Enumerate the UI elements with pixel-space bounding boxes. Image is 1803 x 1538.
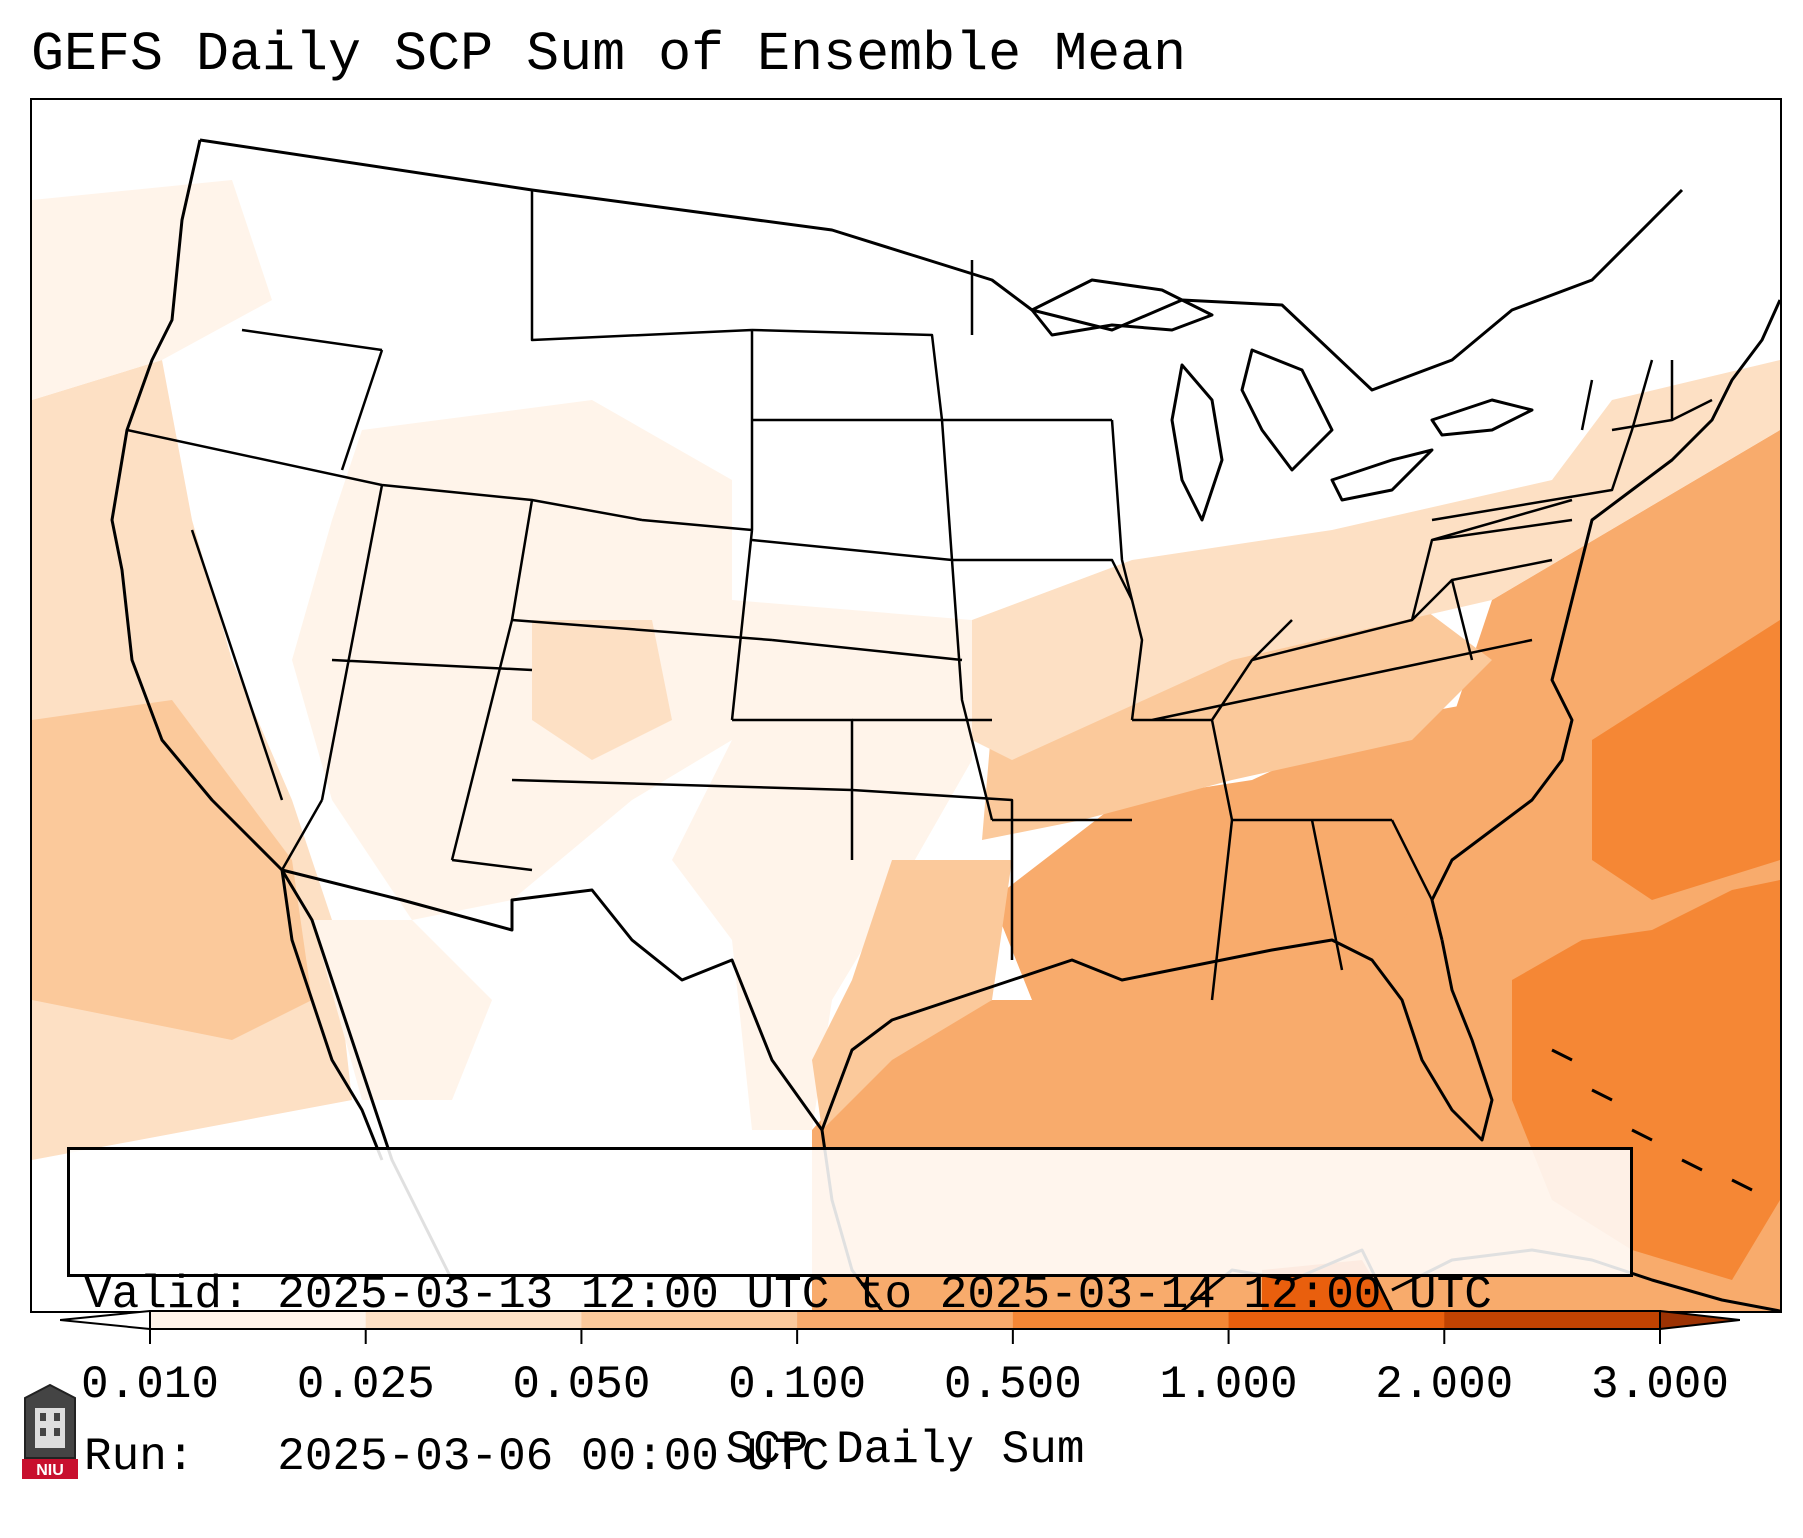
bahamas-islands xyxy=(1551,1048,1753,1192)
gulf-coast xyxy=(820,938,1494,1142)
run-line: Run: 2025-03-06 00:00 UTC xyxy=(84,1431,830,1483)
valid-time-box: Valid: 2025-03-13 12:00 UTC to 2025-03-1… xyxy=(67,1147,1633,1483)
colorbar-segment xyxy=(150,1311,367,1329)
state-lines-east xyxy=(1110,419,1573,1001)
colorbar-tick-label: 0.010 xyxy=(80,1359,220,1411)
shading-pacific-medium xyxy=(32,700,312,1040)
lake-michigan xyxy=(1170,363,1224,522)
baja-peninsula xyxy=(280,869,384,1161)
map-borders xyxy=(110,138,1780,1311)
niu-logo: NIU xyxy=(22,1383,78,1479)
colorbar-tick-label: 0.025 xyxy=(296,1359,435,1411)
state-lines-northeast xyxy=(1431,359,1713,522)
colorbar-ticks xyxy=(149,1329,1661,1344)
shading-midwest-light xyxy=(972,360,1780,760)
lake-superior xyxy=(1030,278,1214,337)
atlantic-coast xyxy=(1430,299,1780,941)
scp-shading-layer xyxy=(32,180,1780,1311)
coastline-west xyxy=(110,139,454,1281)
colorbar-tick-label: 0.500 xyxy=(943,1359,1082,1411)
colorbar-segment xyxy=(1444,1311,1661,1329)
shading-southeast-medium xyxy=(992,700,1492,1000)
colorbar-segment xyxy=(581,1311,798,1329)
shading-atlantic-far xyxy=(1592,620,1780,900)
colorbar-segment xyxy=(797,1311,1014,1329)
mexico-border xyxy=(281,868,824,1131)
colorbar-outline xyxy=(149,1310,1661,1330)
colorbar-label: SCP Daily Sum xyxy=(725,1424,1085,1476)
shading-tennessee-valley xyxy=(982,600,1492,840)
shading-texas-gulf xyxy=(812,860,1012,1130)
colorbar-tick-label: 0.050 xyxy=(512,1359,651,1411)
lake-huron xyxy=(1240,348,1334,472)
colorbar-segments xyxy=(150,1311,1661,1329)
colorbar-segment xyxy=(365,1311,582,1329)
colorbar-lower-extend xyxy=(60,1310,151,1331)
colorbar-segment xyxy=(1228,1311,1445,1329)
colorbar-tick-label: 1.000 xyxy=(1159,1359,1298,1411)
colorbar-segment xyxy=(1012,1311,1230,1329)
us-canada-border xyxy=(199,138,1684,392)
colorbar xyxy=(60,1310,1740,1344)
state-lines-plains xyxy=(751,260,1134,960)
state-borders xyxy=(126,190,1713,1001)
colorbar-tick-label: 2.000 xyxy=(1375,1359,1514,1411)
lake-erie xyxy=(1330,448,1434,502)
shading-rockies-very-light xyxy=(292,400,732,920)
shading-pacific-very-light xyxy=(32,180,272,400)
map-panel xyxy=(30,98,1782,1313)
colorbar-tick-label: 0.100 xyxy=(728,1359,867,1411)
scp-map xyxy=(32,138,1780,1311)
svg-text:NIU: NIU xyxy=(36,1462,64,1479)
colorbar-tick-label: 3.000 xyxy=(1590,1359,1730,1411)
shading-colorado-light xyxy=(532,620,672,760)
map-title: GEFS Daily SCP Sum of Ensemble Mean xyxy=(31,23,1187,86)
colorbar-upper-extend xyxy=(1659,1310,1740,1331)
lake-ontario xyxy=(1430,398,1534,437)
